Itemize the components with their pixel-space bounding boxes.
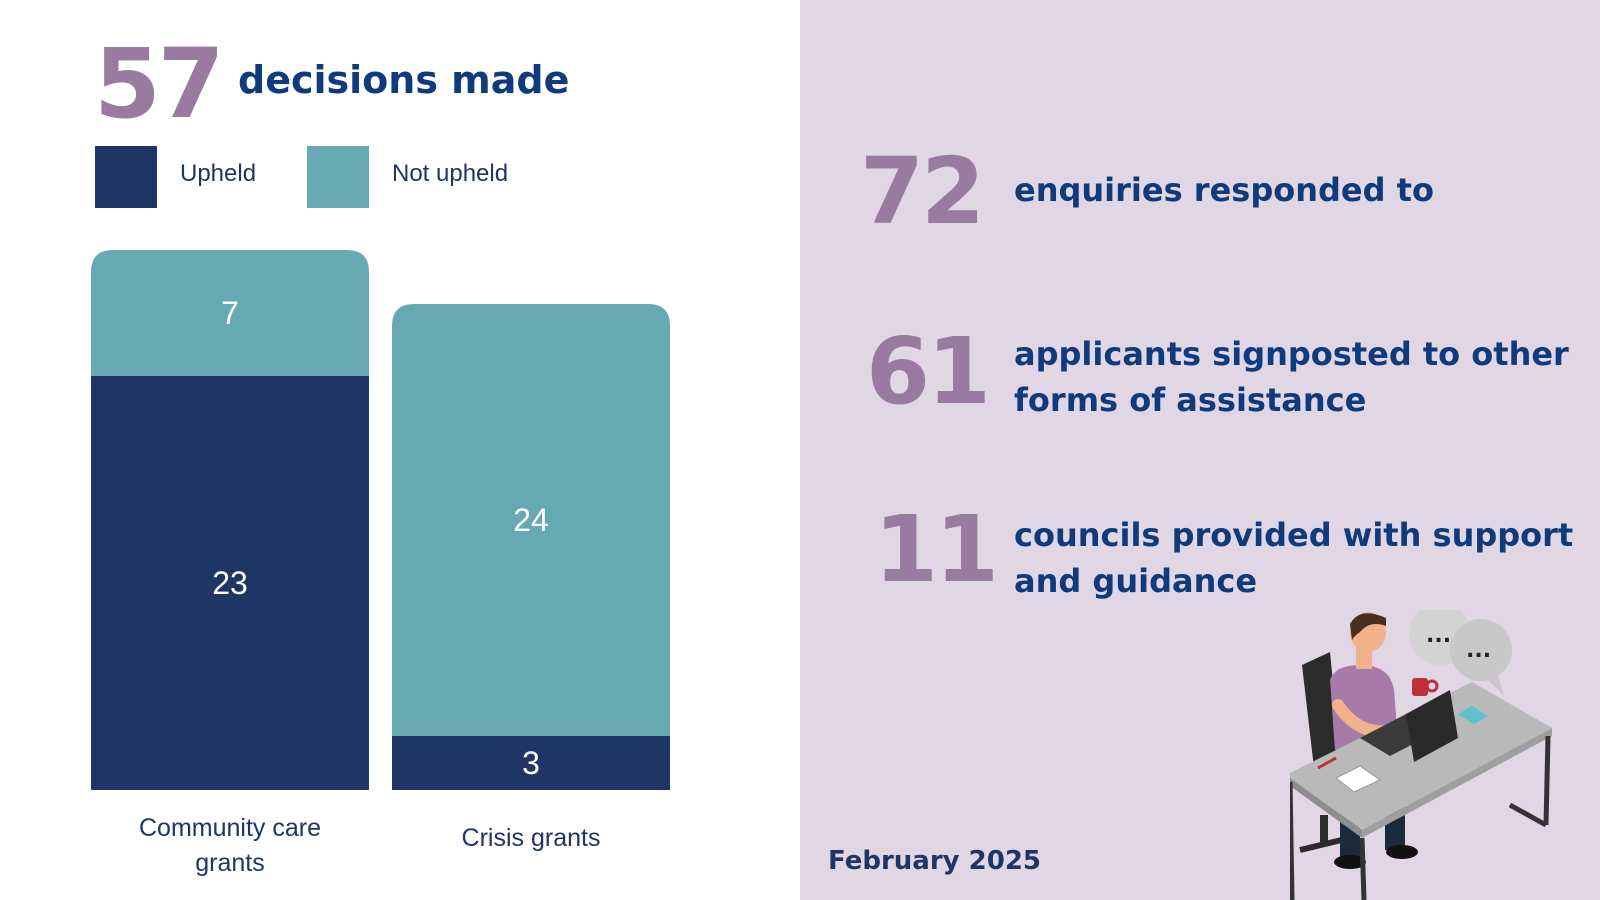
notepad-icon xyxy=(1335,765,1381,793)
stat-label-signposted: applicants signposted to other forms of … xyxy=(1014,335,1569,419)
legend-swatch-upheld xyxy=(95,146,157,208)
category-label-0: grants xyxy=(195,849,264,877)
category-label-0: Community care xyxy=(139,814,321,842)
stat-number-enquiries: 72 xyxy=(860,138,985,245)
bar-upheld-0 xyxy=(91,376,369,790)
period-label: February 2025 xyxy=(828,846,1042,876)
stat-number-signposted: 61 xyxy=(866,318,991,425)
bar-label-upheld-0: 23 xyxy=(212,565,248,601)
decisions-count: 57 xyxy=(94,28,225,140)
bar-label-upheld-1: 3 xyxy=(522,745,540,781)
stat-label-councils: councils provided with support and guida… xyxy=(1014,516,1574,600)
legend-swatch-not-upheld xyxy=(307,146,369,208)
bar-label-not-upheld-1: 24 xyxy=(513,502,549,538)
speech-bubble-text: ... xyxy=(1466,638,1491,663)
pen-icon xyxy=(1317,756,1337,770)
legend-label-not-upheld: Not upheld xyxy=(392,160,509,187)
legend-label-upheld: Upheld xyxy=(180,160,257,187)
bar-label-not-upheld-0: 7 xyxy=(221,295,239,331)
bar-upheld-1 xyxy=(392,736,670,790)
speech-bubble-icon: ... xyxy=(1450,619,1512,696)
phone-icon xyxy=(1458,706,1488,724)
stat-number-councils: 11 xyxy=(874,496,999,603)
bar-not-upheld-0 xyxy=(91,250,369,376)
bar-not-upheld-1 xyxy=(392,304,670,736)
mug-icon xyxy=(1412,678,1439,696)
person-at-desk-illustration: ... ... xyxy=(1290,610,1552,900)
laptop-icon xyxy=(1360,690,1458,762)
stat-label-enquiries: enquiries responded to xyxy=(1014,171,1434,209)
category-label-1: Crisis grants xyxy=(462,824,601,852)
decisions-bar-chart: 7 23 Community care grants 24 3 Crisis grants xyxy=(91,250,670,877)
decisions-label: decisions made xyxy=(238,58,570,102)
speech-bubble-text: ... xyxy=(1426,623,1451,648)
